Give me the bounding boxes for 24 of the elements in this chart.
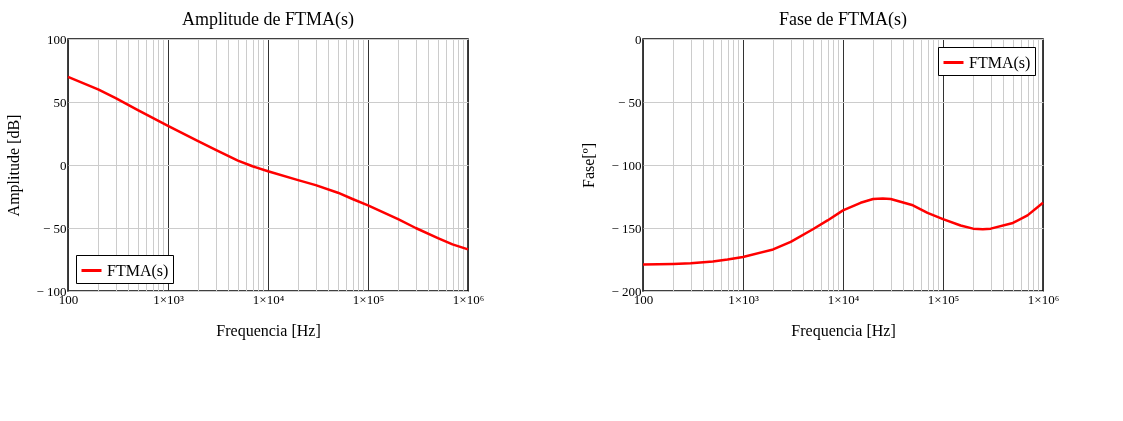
x-axis-title: Frequencia [Hz] (791, 321, 896, 340)
legend-label: FTMA(s) (107, 261, 169, 280)
y-tick-label: 0 (635, 31, 642, 47)
x-tick-label: 1×10⁵ (927, 291, 960, 307)
y-tick-label: − 100 (611, 157, 642, 173)
y-tick-label: − 150 (611, 220, 642, 236)
y-tick-label: 50 (53, 94, 67, 110)
x-tick-label: 1×10³ (728, 291, 759, 307)
chart-title: Fase de FTMA(s) (779, 9, 907, 30)
legend-label: FTMA(s) (969, 53, 1031, 72)
y-axis-title: Amplitude [dB] (5, 114, 24, 217)
x-tick-label: 1×10³ (153, 291, 184, 307)
x-tick-label: 1×10⁴ (252, 291, 285, 307)
x-tick-label: 1×10⁶ (452, 291, 485, 307)
y-tick-label: − 50 (617, 94, 642, 110)
chart-title: Amplitude de FTMA(s) (182, 9, 354, 30)
y-tick-label: 100 (47, 31, 67, 47)
y-axis-title: Fase[º] (580, 143, 598, 188)
x-tick-label: 1×10⁶ (1027, 291, 1060, 307)
x-tick-label: 1×10⁵ (352, 291, 385, 307)
y-tick-label: − 50 (42, 220, 67, 236)
y-tick-label: 0 (60, 157, 67, 173)
x-axis-title: Frequencia [Hz] (216, 321, 321, 340)
x-tick-label: 1×10⁴ (827, 291, 860, 307)
